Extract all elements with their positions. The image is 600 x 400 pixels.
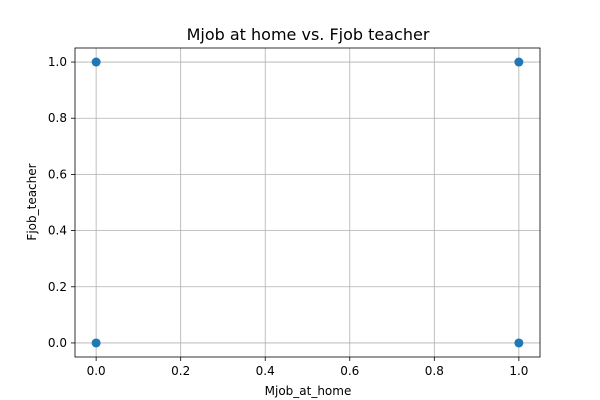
- data-point: [91, 57, 101, 67]
- chart-title: Mjob at home vs. Fjob teacher: [187, 25, 430, 44]
- data-point: [91, 338, 101, 348]
- x-tick-label: 0.4: [256, 364, 275, 378]
- y-tick-label: 1.0: [48, 55, 67, 69]
- y-axis-ticks: 0.0 0.2 0.4 0.6 0.8 1.0: [48, 55, 75, 350]
- x-tick-label: 0.8: [425, 364, 444, 378]
- x-axis-ticks: 0.0 0.2 0.4 0.6 0.8 1.0: [87, 357, 528, 378]
- data-point: [514, 57, 524, 67]
- y-tick-label: 0.0: [48, 336, 67, 350]
- x-tick-label: 1.0: [509, 364, 528, 378]
- data-points: [91, 57, 524, 348]
- y-tick-label: 0.6: [48, 167, 67, 181]
- x-tick-label: 0.0: [87, 364, 106, 378]
- data-point: [514, 338, 524, 348]
- x-tick-label: 0.6: [340, 364, 359, 378]
- y-tick-label: 0.2: [48, 280, 67, 294]
- grid-lines: [75, 48, 540, 357]
- y-tick-label: 0.4: [48, 224, 67, 238]
- x-axis-label: Mjob_at_home: [265, 384, 352, 398]
- x-tick-label: 0.2: [171, 364, 190, 378]
- y-axis-label: Fjob_teacher: [25, 163, 39, 240]
- plot-frame: [74, 47, 541, 358]
- y-tick-label: 0.8: [48, 111, 67, 125]
